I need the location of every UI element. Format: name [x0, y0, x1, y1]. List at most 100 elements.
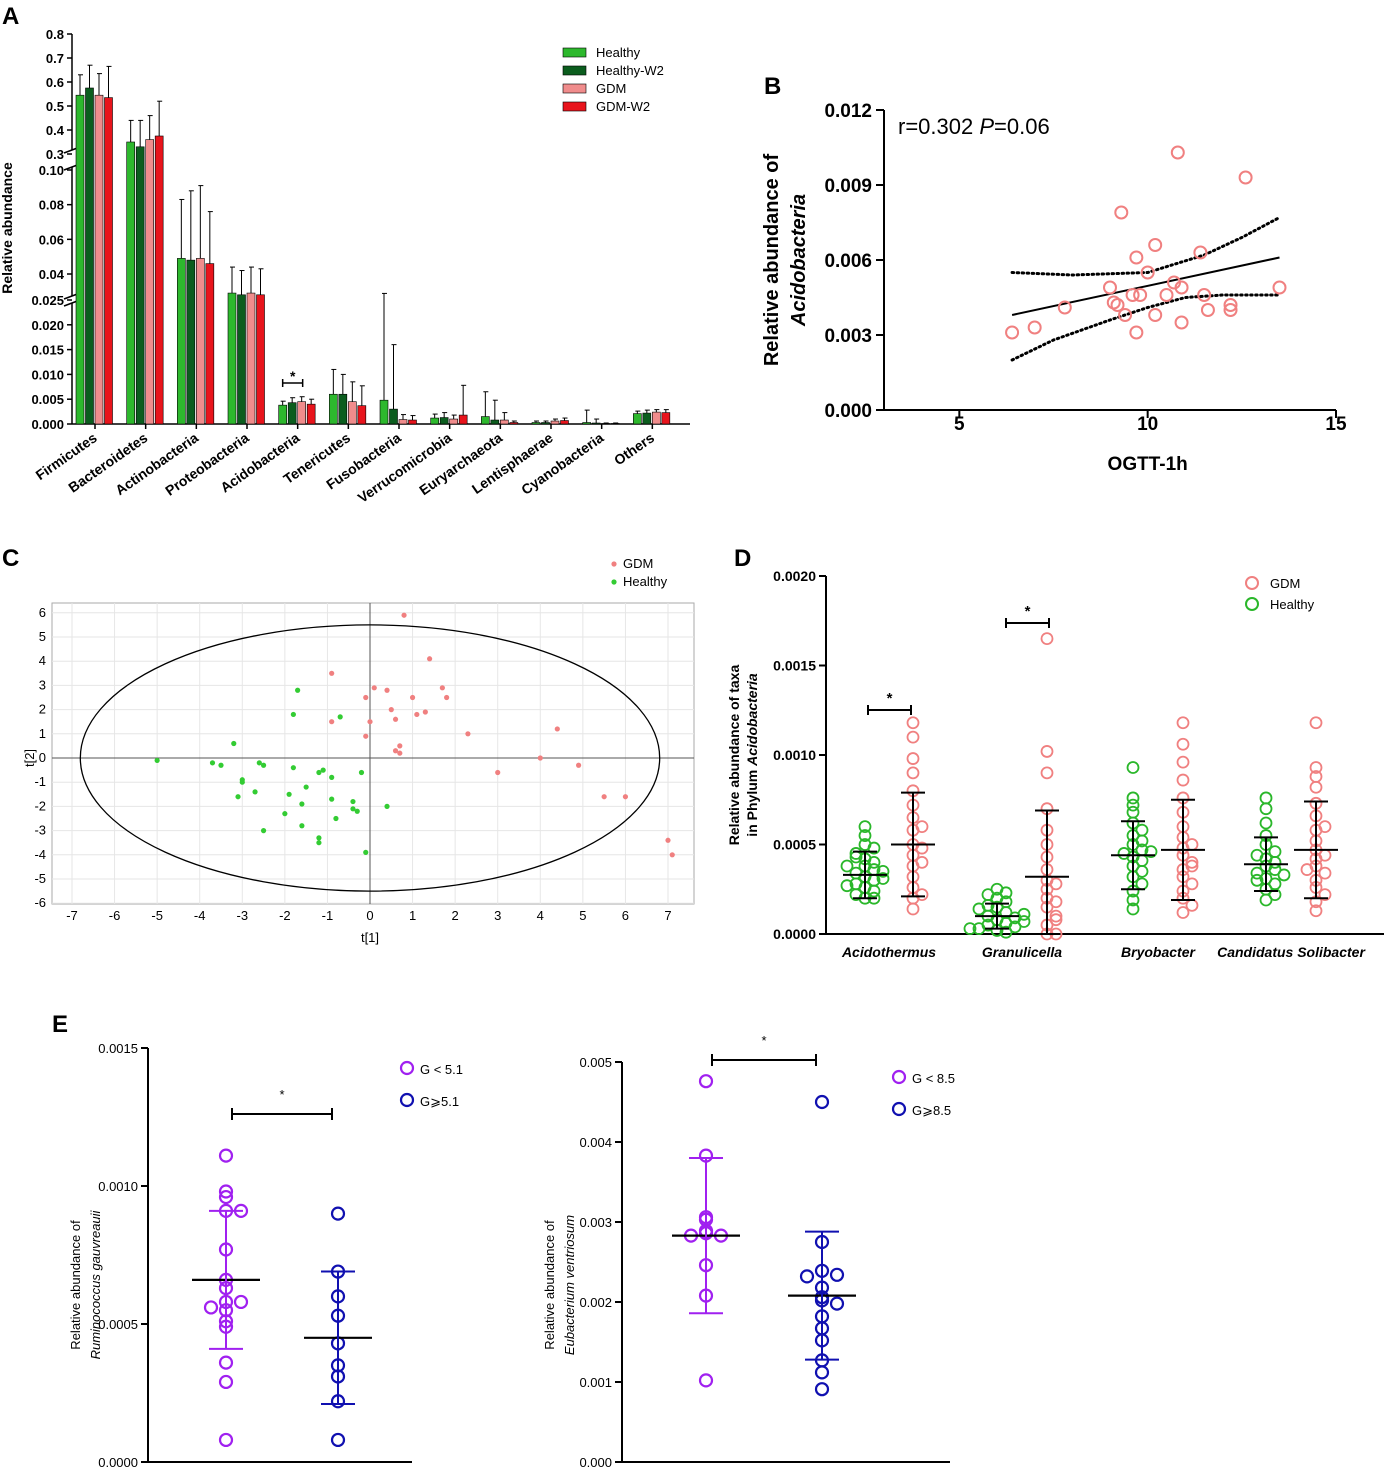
c-healthy-point — [333, 815, 339, 822]
d-healthy-point — [999, 886, 1013, 900]
c-healthy-point — [218, 762, 224, 768]
c-healthy-point — [290, 711, 296, 718]
c-gdm-point — [439, 685, 445, 691]
d-gdm-point — [1176, 773, 1190, 787]
d-healthy-point — [1126, 798, 1140, 812]
a-y-tick-label: 0.015 — [31, 343, 64, 358]
panel-e2-y-tick-label: 0.000 — [579, 1455, 612, 1468]
c-x-tick-label: 7 — [664, 908, 671, 923]
c-x-tick-label: -2 — [279, 908, 291, 923]
d-gdm-point — [1040, 745, 1054, 758]
a-bar-healthy — [177, 258, 186, 425]
a-y-tick-label: 0.10 — [39, 163, 64, 178]
c-healthy-point — [363, 849, 369, 855]
d-category-label: Acidothermus — [841, 944, 936, 960]
b-data-point — [1238, 170, 1253, 185]
c-x-tick-label: -5 — [151, 908, 163, 923]
panel-e1-y-tick-label: 0.0015 — [98, 1041, 138, 1056]
a-category-label: Others — [611, 429, 657, 468]
c-y-tick-label: -3 — [34, 823, 46, 838]
panel-c: -7 -6 -5 -4 -3 -2 -1 0 1 2 3 4 5 6 7 -6 -5 -4 -3 -2 -1 0 1 2 3 4 5… — [22, 556, 695, 945]
a-bar-gdm-w2 — [256, 294, 265, 425]
c-healthy-point — [290, 765, 296, 771]
b-y-label-line1: Relative abundance of — [761, 154, 783, 367]
c-healthy-point — [252, 789, 258, 795]
c-y-tick-label: 0 — [39, 750, 46, 765]
panel-e2-point — [698, 1373, 714, 1388]
a-bar-healthy — [531, 422, 541, 425]
panel-e1-y-tick-label: 0.0000 — [98, 1455, 138, 1468]
c-confidence-ellipse — [79, 624, 661, 892]
c-gdm-point — [397, 750, 403, 756]
c-y-tick-label: 4 — [39, 653, 46, 668]
c-y-label: t[2] — [22, 749, 37, 767]
c-y-tick-label: -6 — [34, 895, 46, 910]
d-gdm-point — [1176, 716, 1190, 730]
d-healthy-point — [1144, 845, 1158, 859]
b-data-point — [1129, 250, 1144, 265]
c-gdm-point — [495, 769, 501, 776]
b-ci-upper — [1010, 216, 1281, 277]
a-bar-gdm-w2 — [560, 420, 569, 425]
panel-d: 0.0000 0.0005 0.0010 0.0015 0.0020 Relative a… — [726, 568, 1384, 960]
b-data-point — [1140, 265, 1155, 280]
d-gdm-point — [906, 766, 920, 780]
c-healthy-point — [316, 835, 322, 841]
a-legend-swatch — [562, 101, 587, 112]
a-bar-gdm — [500, 419, 509, 425]
d-gdm-point — [1040, 632, 1054, 646]
c-gdm-point — [669, 852, 675, 858]
d-gdm-point — [1185, 856, 1199, 869]
d-healthy-point — [858, 829, 872, 842]
panel-e2-y-label-line1: Relative abundance of — [542, 1220, 557, 1350]
c-gdm-point — [397, 743, 403, 749]
a-bar-healthy-w2 — [591, 422, 601, 425]
d-healthy-point — [1277, 868, 1291, 882]
c-y-tick-label: 5 — [39, 629, 46, 644]
a-bar-healthy — [481, 416, 490, 425]
d-healthy-point — [1250, 873, 1264, 887]
b-fit-line — [1011, 256, 1280, 316]
d-gdm-point — [915, 820, 929, 833]
d-healthy-point — [1126, 893, 1140, 907]
c-gdm-point — [576, 762, 582, 768]
b-y-tick-label: 0.009 — [824, 176, 872, 197]
d-gdm-point — [1185, 859, 1199, 873]
c-gdm-point — [363, 733, 369, 739]
a-bar-gdm-w2 — [154, 135, 164, 425]
c-gdm-point — [414, 711, 420, 718]
a-bar-gdm — [652, 411, 661, 425]
d-sig-star: * — [887, 690, 893, 707]
a-y-tick-label: 0.04 — [39, 267, 65, 282]
b-ci-lower — [1010, 293, 1281, 362]
b-x-tick-label: 5 — [954, 414, 965, 435]
a-bar-gdm — [398, 419, 408, 425]
d-gdm-point — [1309, 780, 1323, 794]
d-healthy-point — [1268, 888, 1282, 902]
c-healthy-point — [209, 760, 216, 766]
a-legend-swatch — [562, 65, 587, 76]
a-bar-healthy — [329, 393, 338, 425]
panel-e2-legend-label: G⩾8.5 — [912, 1103, 951, 1118]
c-x-tick-label: 1 — [409, 908, 416, 923]
a-bar-gdm-w2 — [509, 422, 519, 425]
c-gdm-point — [665, 837, 671, 843]
d-gdm-point — [915, 856, 929, 869]
c-x-tick-label: -3 — [237, 908, 249, 923]
c-x-tick-label: 6 — [622, 908, 629, 923]
d-healthy-point — [1250, 848, 1264, 862]
d-y-tick-label: 0.0010 — [773, 747, 816, 763]
a-y-tick-label: 0.000 — [31, 417, 64, 432]
a-y-tick-label: 0.08 — [39, 198, 64, 213]
d-healthy-point — [849, 847, 863, 860]
b-x-tick-label: 10 — [1137, 414, 1158, 435]
a-legend-label: Healthy-W2 — [596, 63, 664, 78]
panel-e2-point — [829, 1267, 845, 1282]
c-healthy-point — [316, 840, 322, 846]
d-healthy-point — [1259, 893, 1273, 907]
a-bar-gdm-w2 — [357, 405, 367, 425]
a-category-label: Verrucomicrobia — [355, 429, 455, 506]
a-bar-healthy — [379, 399, 389, 425]
d-healthy-point — [1259, 802, 1273, 816]
